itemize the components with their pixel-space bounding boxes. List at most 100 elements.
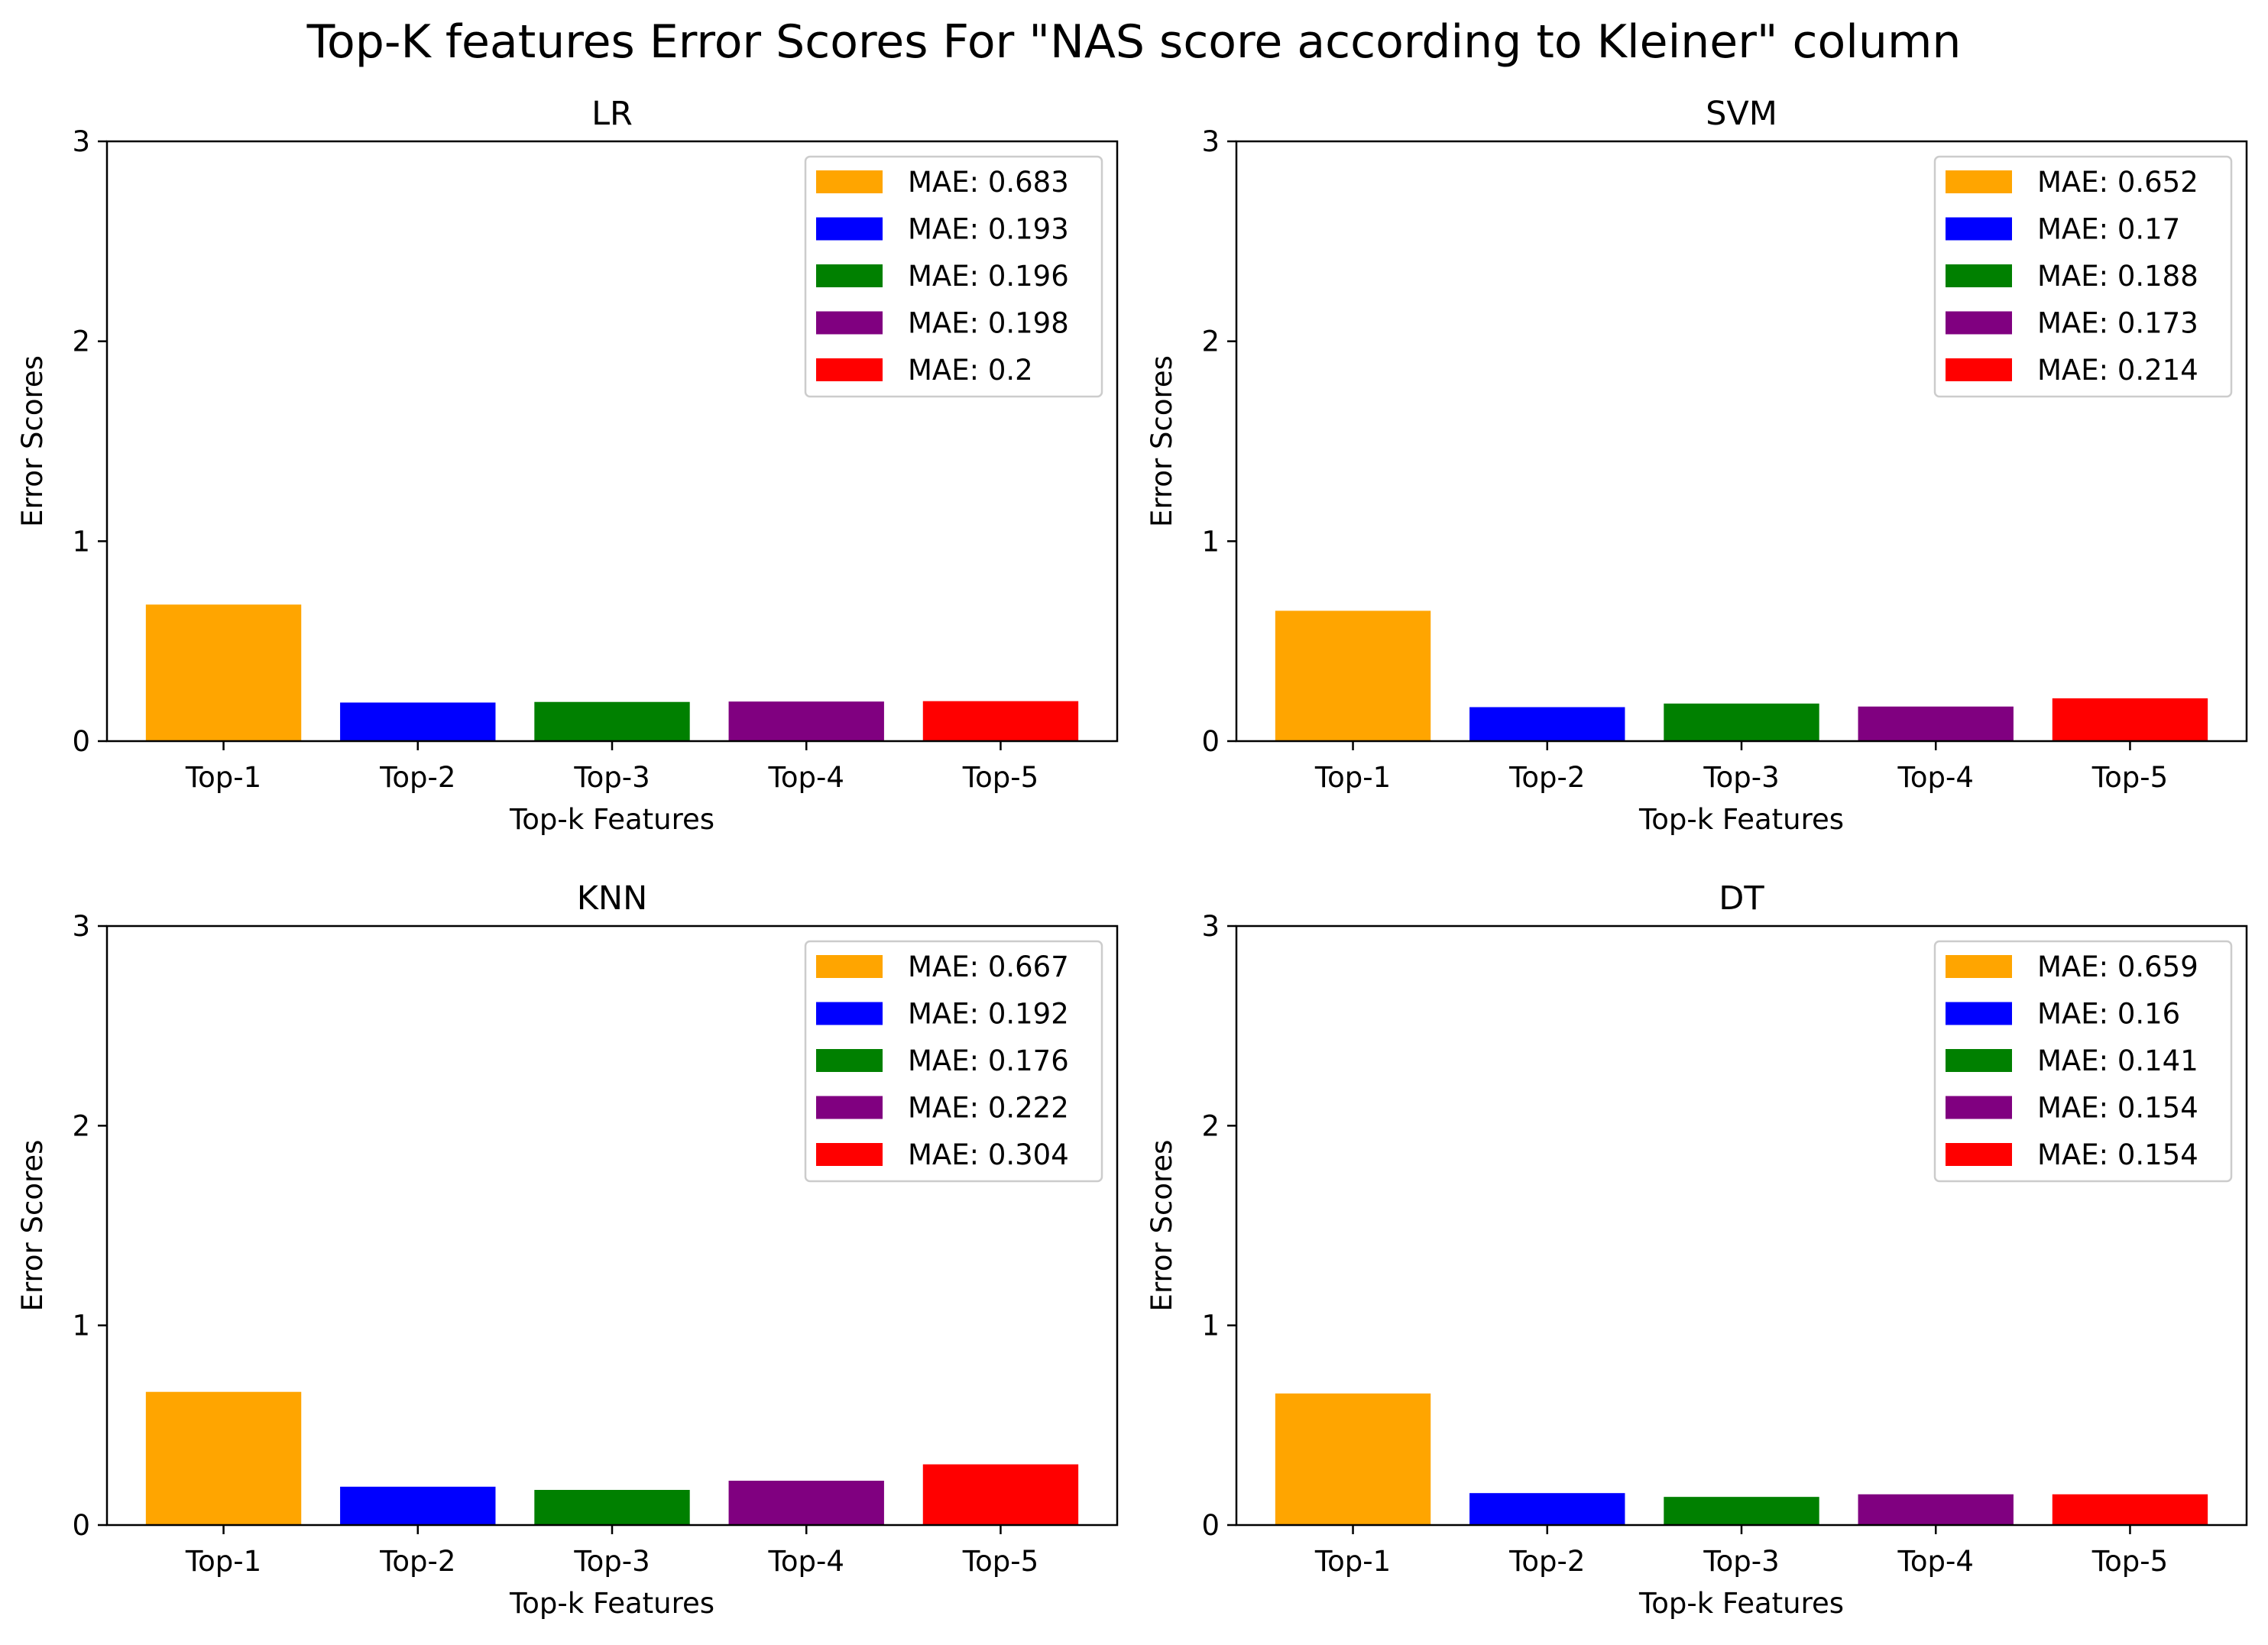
legend-label: MAE: 0.176 [908, 1044, 1069, 1077]
bar-top-4 [1858, 706, 2014, 741]
y-tick-label: 1 [1201, 525, 1220, 558]
legend-box [804, 155, 1103, 398]
legend-swatch [816, 311, 883, 335]
y-tick-label: 0 [72, 725, 90, 758]
legend-box [1933, 940, 2233, 1183]
legend-swatch [1946, 1143, 2012, 1166]
legend: MAE: 0.652 MAE: 0.17 MAE: 0.188 MAE: 0.173 M… [1933, 155, 2233, 398]
axes-frame [1235, 140, 2248, 743]
legend-label: MAE: 0.154 [2037, 1138, 2198, 1171]
y-tick-label: 2 [1201, 1109, 1220, 1142]
legend-swatch [816, 1002, 883, 1025]
chart-title: DT [1719, 879, 1764, 918]
x-tick-label: Top-5 [2091, 1545, 2168, 1578]
x-tick-label: Top-4 [768, 761, 844, 794]
axes-frame [105, 140, 1119, 743]
chart-panel-dt: DT 0 1 2 3 Top-1 Top-2 Top-3 Top-4 Top-5 Top-k Fea… [1145, 879, 2248, 1620]
chart-title: KNN [577, 879, 648, 918]
axes-frame [105, 925, 1119, 1527]
legend-label: MAE: 0.198 [908, 307, 1069, 340]
x-axis-label: Top-k Features [1638, 1587, 1844, 1620]
bar-top-2 [1469, 707, 1625, 741]
bar-top-1 [1275, 1393, 1431, 1525]
y-axis-label: Error Scores [1145, 355, 1178, 527]
bar-top-2 [340, 702, 496, 741]
legend: MAE: 0.683 MAE: 0.193 MAE: 0.196 MAE: 0.198… [804, 155, 1103, 398]
bar-top-3 [534, 701, 690, 741]
chart-panel-svm: SVM 0 1 2 3 Top-1 Top-2 Top-3 Top-4 Top-5 Top-k Fe… [1145, 95, 2248, 836]
y-axis-label: Error Scores [16, 355, 49, 527]
x-tick-label: Top-1 [1314, 1545, 1391, 1578]
chart-panel-knn: KNN 0 1 2 3 Top-1 Top-2 Top-3 Top-4 Top-5 Top-k Fe… [16, 879, 1119, 1620]
legend-swatch [816, 264, 883, 287]
chart-title: LR [591, 95, 633, 133]
legend-swatch [1946, 1049, 2012, 1072]
x-tick-label: Top-2 [379, 1545, 455, 1578]
legend-swatch [1946, 264, 2012, 287]
legend-box [1933, 155, 2233, 398]
bar-top-3 [1664, 703, 1819, 741]
figure-title: Top-K features Error Scores For "NAS sco… [306, 15, 1962, 69]
x-tick-label: Top-4 [1897, 1545, 1974, 1578]
legend-label: MAE: 0.2 [908, 354, 1033, 387]
y-tick-label: 3 [1201, 125, 1220, 158]
legend-label: MAE: 0.17 [2037, 213, 2180, 246]
legend-swatch [816, 358, 883, 381]
x-tick-label: Top-4 [1897, 761, 1974, 794]
legend-label: MAE: 0.141 [2037, 1044, 2198, 1077]
legend: MAE: 0.659 MAE: 0.16 MAE: 0.141 MAE: 0.154 M… [1933, 940, 2233, 1183]
legend-label: MAE: 0.659 [2037, 950, 2198, 983]
legend-label: MAE: 0.683 [908, 166, 1069, 199]
x-tick-label: Top-3 [573, 1545, 650, 1578]
legend-swatch [816, 955, 883, 978]
x-axis-label: Top-k Features [509, 803, 714, 836]
x-tick-label: Top-1 [1314, 761, 1391, 794]
bar-top-4 [728, 1480, 884, 1525]
y-tick-label: 2 [1201, 325, 1220, 358]
legend-label: MAE: 0.16 [2037, 998, 2180, 1031]
x-tick-label: Top-5 [962, 1545, 1038, 1578]
legend-label: MAE: 0.196 [908, 260, 1069, 293]
y-tick-label: 0 [1201, 1509, 1220, 1542]
legend-label: MAE: 0.652 [2037, 166, 2198, 199]
bar-top-1 [145, 1391, 302, 1525]
legend-label: MAE: 0.173 [2037, 307, 2198, 340]
legend-swatch [816, 1049, 883, 1072]
bar-top-5 [2052, 1494, 2208, 1525]
bar-top-1 [1275, 610, 1431, 741]
legend-label: MAE: 0.154 [2037, 1092, 2198, 1125]
x-axis-label: Top-k Features [509, 1587, 714, 1620]
legend-label: MAE: 0.192 [908, 998, 1069, 1031]
bar-top-3 [534, 1490, 690, 1525]
legend-label: MAE: 0.214 [2037, 354, 2198, 387]
y-tick-label: 1 [1201, 1310, 1220, 1342]
y-tick-label: 1 [72, 525, 90, 558]
legend: MAE: 0.667 MAE: 0.192 MAE: 0.176 MAE: 0.222… [804, 940, 1103, 1183]
x-tick-label: Top-2 [1508, 1545, 1585, 1578]
legend-swatch [816, 1143, 883, 1166]
x-tick-label: Top-5 [962, 761, 1038, 794]
bar-top-5 [2052, 698, 2208, 741]
legend-label: MAE: 0.193 [908, 213, 1069, 246]
bar-top-4 [728, 701, 884, 741]
y-tick-label: 3 [72, 910, 90, 943]
x-tick-label: Top-3 [573, 761, 650, 794]
legend-swatch [816, 170, 883, 193]
legend-box [804, 940, 1103, 1183]
legend-swatch [1946, 358, 2012, 381]
x-tick-label: Top-2 [1508, 761, 1585, 794]
bar-top-5 [922, 701, 1079, 741]
legend-swatch [1946, 311, 2012, 335]
legend-swatch [1946, 217, 2012, 241]
y-tick-label: 3 [72, 125, 90, 158]
x-tick-label: Top-4 [768, 1545, 844, 1578]
legend-label: MAE: 0.222 [908, 1092, 1069, 1125]
legend-swatch [1946, 170, 2012, 193]
x-tick-label: Top-3 [1703, 761, 1779, 794]
x-tick-label: Top-5 [2091, 761, 2168, 794]
legend-label: MAE: 0.188 [2037, 260, 2198, 293]
x-tick-label: Top-2 [379, 761, 455, 794]
y-axis-label: Error Scores [16, 1140, 49, 1312]
x-tick-label: Top-1 [185, 1545, 261, 1578]
